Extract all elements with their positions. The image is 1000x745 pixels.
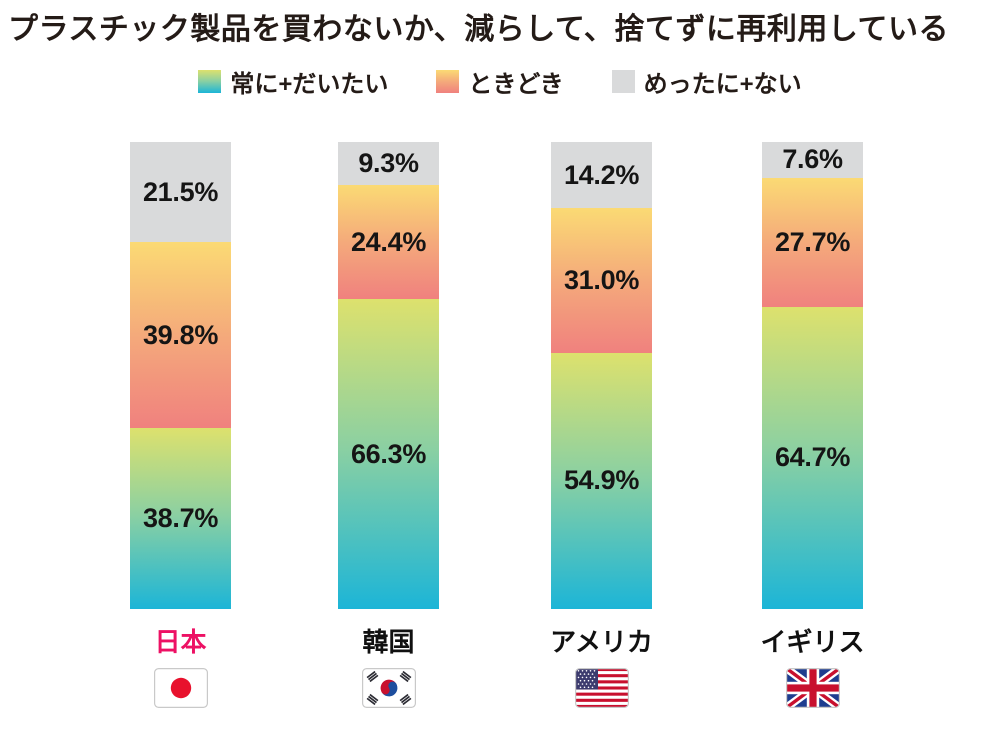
segment-value-label: 31.0% (563, 265, 640, 296)
legend-label-always: 常に+だいたい (230, 71, 389, 98)
stacked-bar: 21.5% 39.8% 38.7% (130, 142, 231, 609)
bar-column-3: 14.2% 31.0% 54.9% アメリカ (521, 142, 682, 708)
flag-slot (308, 668, 469, 708)
bar-segment-always: 66.3% (338, 299, 439, 609)
stacked-bar: 14.2% 31.0% 54.9% (551, 142, 652, 609)
bar-segment-rare: 14.2% (551, 142, 652, 209)
usa-flag-icon (574, 668, 629, 708)
legend-item-sometimes: ときどき (436, 64, 564, 99)
stacked-bar: 9.3% 24.4% 66.3% (338, 142, 439, 609)
bar-segment-always: 64.7% (762, 306, 863, 609)
segment-value-label: 9.3% (358, 148, 419, 179)
bar-segment-rare: 9.3% (338, 142, 439, 186)
japan-flag-icon (153, 668, 208, 708)
segment-value-label: 27.7% (774, 226, 851, 257)
segment-value-label: 66.3% (350, 438, 427, 469)
segment-value-label: 24.4% (350, 226, 427, 257)
korea-flag-icon (361, 668, 416, 708)
bar-segment-sometimes: 27.7% (762, 177, 863, 307)
bar-segment-always: 38.7% (130, 428, 231, 609)
segment-value-label: 64.7% (774, 442, 851, 473)
sometimes-gradient-swatch-icon (436, 70, 460, 93)
flag-slot (100, 668, 261, 708)
legend-label-sometimes: ときどき (468, 71, 564, 98)
segment-value-label: 39.8% (142, 319, 219, 350)
bar-column-1: 21.5% 39.8% 38.7% 日本 (100, 142, 261, 708)
bar-segment-sometimes: 31.0% (551, 208, 652, 353)
country-label: イギリス (760, 627, 865, 657)
bar-segment-always: 54.9% (551, 352, 652, 609)
bar-segment-rare: 21.5% (130, 142, 231, 243)
country-label: アメリカ (550, 627, 653, 657)
bar-column-4: 7.6% 27.7% 64.7% イギリス (732, 142, 893, 708)
segment-value-label: 38.7% (142, 503, 219, 534)
chart-title: プラスチック製品を買わないか、減らして、捨てずに再利用している (8, 13, 949, 46)
segment-value-label: 21.5% (142, 176, 219, 207)
bar-segment-sometimes: 39.8% (130, 242, 231, 429)
flag-slot (521, 668, 682, 708)
legend-item-rare: めったに+ない (611, 64, 802, 99)
flag-slot (732, 668, 893, 708)
legend-label-rare: めったに+ない (643, 71, 802, 98)
segment-value-label: 54.9% (563, 465, 640, 496)
stacked-bar: 7.6% 27.7% 64.7% (762, 142, 863, 609)
uk-flag-icon (785, 668, 840, 708)
bar-segment-rare: 7.6% (762, 142, 863, 178)
bar-column-2: 9.3% 24.4% 66.3% 韓国 (308, 142, 469, 708)
legend-item-always: 常に+だいたい (198, 64, 388, 99)
bar-segment-sometimes: 24.4% (338, 185, 439, 300)
country-label: 日本 (154, 627, 207, 657)
country-label: 韓国 (362, 627, 415, 657)
legend: 常に+だいたい ときどき めったに+ない (0, 64, 1000, 99)
always-gradient-swatch-icon (198, 70, 222, 93)
segment-value-label: 14.2% (563, 159, 640, 190)
segment-value-label: 7.6% (782, 144, 843, 175)
rare-gray-swatch-icon (611, 70, 635, 93)
